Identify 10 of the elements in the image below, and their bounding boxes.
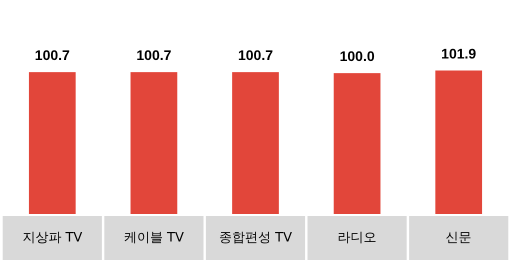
data-label: 100.7 [34,47,70,64]
data-label: 100.0 [340,48,375,64]
x-tick-label: 지상파 TV [22,230,82,246]
x-tick-label: 종합편성 TV [219,230,292,246]
data-label: 100.7 [238,47,274,64]
x-tick-label: 신문 [446,230,472,246]
data-label: 101.9 [441,45,476,62]
data-label: 100.7 [136,47,172,64]
x-tick-label: 케이블 TV [124,230,184,246]
x-tick-label: 라디오 [338,230,377,246]
